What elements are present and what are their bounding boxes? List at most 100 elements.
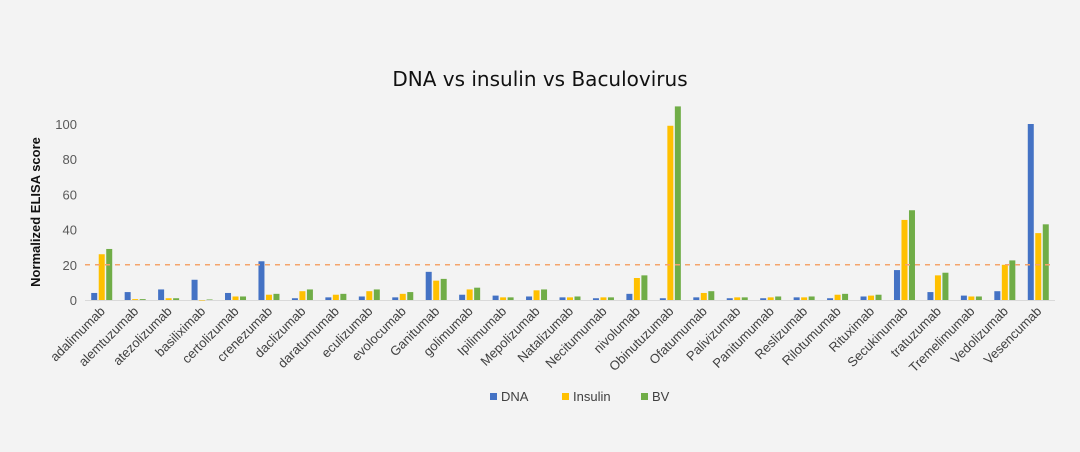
bar-dna [927, 292, 934, 300]
bar-dna [893, 270, 900, 300]
bar-group [760, 296, 782, 300]
bar-dna [291, 298, 298, 300]
bar-insulin [98, 254, 105, 300]
bar-bv [741, 297, 748, 300]
bar-group [559, 296, 581, 300]
legend-item-dna: DNA [490, 389, 529, 404]
bar-dna [760, 298, 767, 300]
bar-bv [1009, 260, 1016, 300]
bar-dna [960, 295, 967, 300]
bar-group [191, 279, 213, 301]
bar-dna [659, 298, 666, 300]
bar-bv [975, 296, 982, 300]
bar-group [860, 294, 882, 300]
legend-swatch [490, 393, 497, 400]
bar-insulin [500, 297, 507, 300]
bar-insulin [633, 278, 640, 300]
y-axis-label: Normalized ELISA score [28, 137, 43, 287]
bar-dna [994, 291, 1001, 300]
bar-dna [158, 289, 165, 300]
bar-dna [559, 297, 566, 300]
y-tick-label: 40 [63, 223, 77, 238]
legend-item-bv: BV [641, 389, 670, 404]
bar-bv [139, 299, 146, 300]
bar-dna [1027, 124, 1034, 300]
bar-bv [240, 296, 247, 300]
bar-dna [358, 296, 365, 300]
bar-insulin [366, 291, 373, 300]
bar-group [425, 271, 447, 300]
bar-group [492, 295, 514, 300]
bar-insulin [466, 289, 473, 300]
bar-group [526, 289, 548, 300]
bar-group [726, 297, 748, 300]
bar-bv [440, 278, 447, 300]
bar-insulin [165, 298, 172, 300]
bar-insulin [734, 297, 741, 300]
bar-bv [407, 292, 414, 300]
bar-group [793, 296, 815, 300]
bar-insulin [199, 300, 206, 301]
bar-bv [574, 296, 581, 300]
bar-bv [507, 297, 514, 300]
bar-group [994, 260, 1016, 300]
bar-group [893, 210, 915, 300]
bar-insulin [533, 290, 540, 300]
bar-insulin [767, 297, 774, 300]
bar-bv [708, 291, 715, 300]
bar-group [258, 261, 280, 300]
bar-bv [1042, 224, 1049, 300]
bar-dna [793, 297, 800, 300]
bar-bv [674, 106, 681, 301]
bar-group [291, 289, 313, 300]
chart-title: DNA vs insulin vs Baculovirus [392, 67, 687, 91]
bar-dna [526, 296, 533, 300]
bar-group [158, 289, 180, 300]
bar-insulin [1001, 264, 1008, 300]
bar-dna [827, 298, 834, 300]
bar-group [325, 293, 347, 300]
bar-group [827, 293, 849, 300]
legend-item-insulin: Insulin [562, 389, 611, 404]
bar-bv [273, 293, 280, 300]
bar-group [225, 292, 247, 300]
bar-group [392, 292, 414, 300]
bar-bv [373, 289, 380, 300]
bar-bv [842, 293, 849, 300]
bar-dna [425, 271, 432, 300]
bar-dna [459, 294, 466, 300]
bar-group [659, 106, 681, 301]
legend-swatch [641, 393, 648, 400]
bar-dna [392, 297, 399, 300]
bar-insulin [265, 294, 272, 300]
bar-insulin [232, 296, 239, 300]
bar-bv [607, 297, 614, 300]
bar-dna [225, 292, 232, 300]
bar-insulin [834, 294, 841, 300]
bar-group [358, 289, 380, 300]
bar-bv [808, 296, 815, 300]
bar-bv [306, 289, 313, 300]
bar-insulin [399, 293, 406, 300]
bar-dna [325, 297, 332, 300]
bar-insulin [1035, 233, 1042, 300]
bar-insulin [868, 295, 875, 300]
y-tick-label: 0 [70, 293, 77, 308]
bar-group [927, 272, 949, 300]
bar-bv [340, 293, 347, 300]
bar-insulin [567, 297, 573, 300]
bar-dna [191, 279, 198, 300]
bar-bv [474, 287, 481, 300]
legend-label: BV [652, 389, 670, 404]
bar-group [626, 275, 648, 300]
bar-dna [860, 296, 867, 300]
bar-bv [875, 294, 882, 300]
bar-insulin [132, 299, 139, 300]
bar-insulin [801, 297, 808, 300]
bar-bv [206, 299, 213, 300]
bar-bv [106, 248, 113, 300]
legend-label: DNA [501, 389, 529, 404]
bar-group [91, 248, 113, 300]
bar-dna [726, 298, 733, 300]
